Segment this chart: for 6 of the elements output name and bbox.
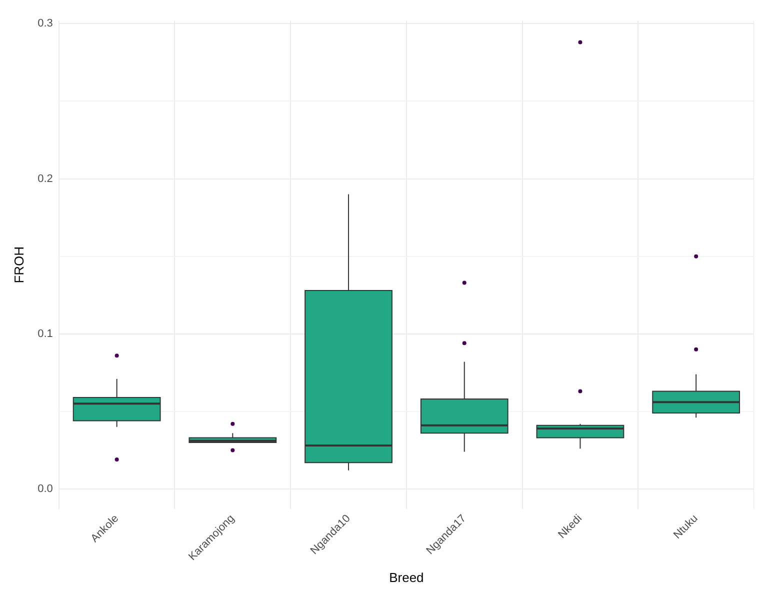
y-tick-label: 0.3 bbox=[38, 18, 53, 30]
y-axis-title: FROH bbox=[11, 246, 26, 284]
x-axis-title: Breed bbox=[389, 570, 424, 585]
y-tick-label: 0.1 bbox=[38, 328, 53, 340]
y-tick-label: 0.2 bbox=[38, 172, 53, 185]
y-tick-label: 0.0 bbox=[38, 482, 53, 495]
